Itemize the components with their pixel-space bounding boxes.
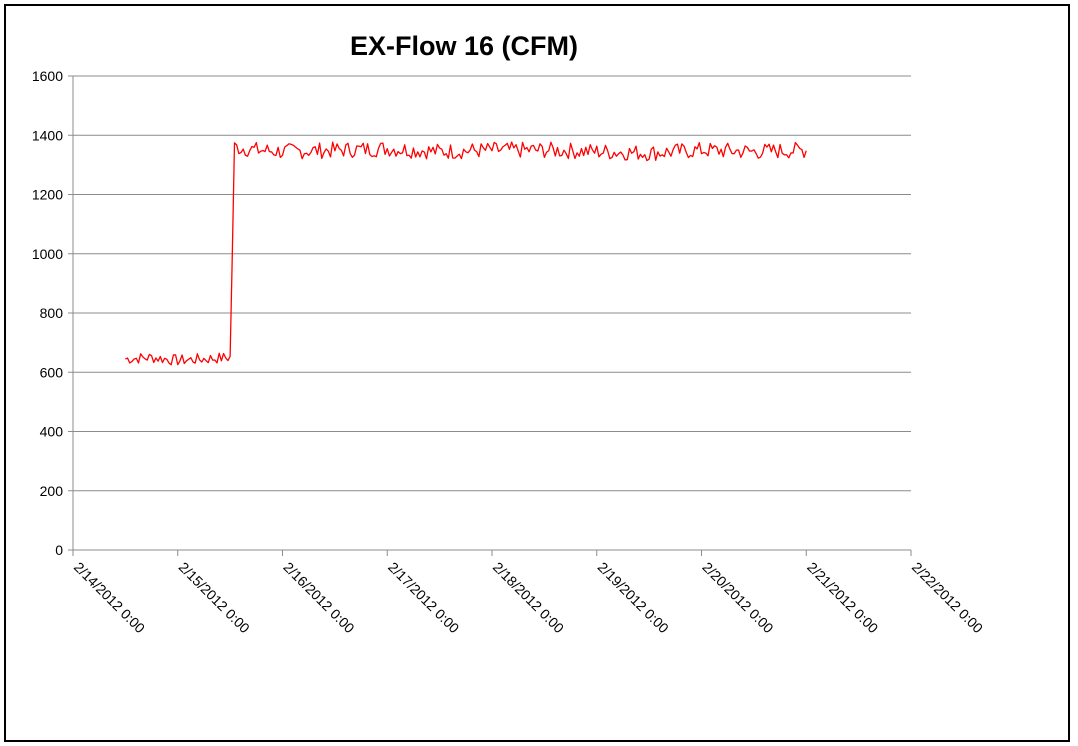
plot-area xyxy=(125,141,807,366)
x-tick-label: 2/19/2012 0:00 xyxy=(595,559,673,637)
y-tick-label: 600 xyxy=(40,364,64,380)
y-tick-label: 200 xyxy=(40,483,64,499)
chart-title: EX-Flow 16 (CFM) xyxy=(350,31,578,61)
chart-frame: EX-Flow 16 (CFM) 0 200 400 600 800 1000 1200 14… xyxy=(4,4,1070,742)
y-tick-label: 1400 xyxy=(32,127,63,143)
y-tick-label: 1600 xyxy=(32,68,63,84)
series-line xyxy=(125,141,807,366)
y-tick-label: 1000 xyxy=(32,246,63,262)
axes xyxy=(68,75,912,556)
gridlines xyxy=(73,75,911,492)
x-tick-label: 2/14/2012 0:00 xyxy=(71,559,149,637)
x-tick-label: 2/17/2012 0:00 xyxy=(385,559,463,637)
x-tick-label: 2/20/2012 0:00 xyxy=(699,559,777,637)
x-tick-label: 2/16/2012 0:00 xyxy=(280,559,358,637)
y-tick-label: 0 xyxy=(55,542,63,558)
y-tick-label: 400 xyxy=(40,424,64,440)
x-tick-labels: 2/14/2012 0:00 2/15/2012 0:00 2/16/2012 0:… xyxy=(71,559,987,637)
x-tick-label: 2/21/2012 0:00 xyxy=(804,559,882,637)
x-tick-label: 2/15/2012 0:00 xyxy=(176,559,254,637)
y-tick-labels: 0 200 400 600 800 1000 1200 1400 1600 xyxy=(32,68,63,558)
x-tick-label: 2/22/2012 0:00 xyxy=(909,559,987,637)
line-chart: EX-Flow 16 (CFM) 0 200 400 600 800 1000 1200 14… xyxy=(32,31,987,637)
y-tick-label: 1200 xyxy=(32,187,63,203)
x-tick-label: 2/18/2012 0:00 xyxy=(490,559,568,637)
y-tick-label: 800 xyxy=(40,305,64,321)
